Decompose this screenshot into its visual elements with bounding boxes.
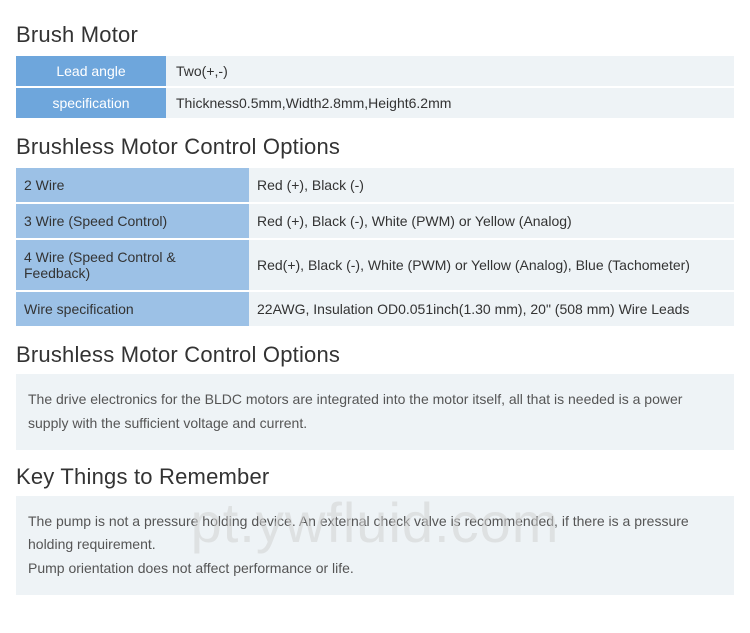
brush-motor-table: Lead angle Two(+,-) specification Thickn… [16, 54, 734, 120]
bl-value-4wire: Red(+), Black (-), White (PWM) or Yellow… [249, 240, 734, 290]
bl-value-wirespec: 22AWG, Insulation OD0.051inch(1.30 mm), … [249, 292, 734, 326]
table-row: 3 Wire (Speed Control) Red (+), Black (-… [16, 204, 734, 238]
bl-label-2wire: 2 Wire [16, 168, 249, 202]
bm-value-lead-angle: Two(+,-) [166, 56, 734, 86]
table-row: 2 Wire Red (+), Black (-) [16, 168, 734, 202]
brushless-note-box: The drive electronics for the BLDC motor… [16, 374, 734, 450]
bl-label-4wire: 4 Wire (Speed Control & Feedback) [16, 240, 249, 290]
bl-label-3wire: 3 Wire (Speed Control) [16, 204, 249, 238]
bm-value-specification: Thickness0.5mm,Width2.8mm,Height6.2mm [166, 88, 734, 118]
brushless-options-title: Brushless Motor Control Options [16, 134, 734, 160]
bm-label-specification: specification [16, 88, 166, 118]
bl-value-3wire: Red (+), Black (-), White (PWM) or Yello… [249, 204, 734, 238]
brush-motor-title: Brush Motor [16, 22, 734, 48]
table-row: 4 Wire (Speed Control & Feedback) Red(+)… [16, 240, 734, 290]
brushless-note-title: Brushless Motor Control Options [16, 342, 734, 368]
bl-value-2wire: Red (+), Black (-) [249, 168, 734, 202]
key-things-title: Key Things to Remember [16, 464, 734, 490]
bl-label-wirespec: Wire specification [16, 292, 249, 326]
table-row: specification Thickness0.5mm,Width2.8mm,… [16, 88, 734, 118]
table-row: Lead angle Two(+,-) [16, 56, 734, 86]
table-row: Wire specification 22AWG, Insulation OD0… [16, 292, 734, 326]
brushless-note-text: The drive electronics for the BLDC motor… [28, 391, 682, 431]
key-things-box: The pump is not a pressure holding devic… [16, 496, 734, 595]
brushless-options-table: 2 Wire Red (+), Black (-) 3 Wire (Speed … [16, 166, 734, 328]
bm-label-lead-angle: Lead angle [16, 56, 166, 86]
key-things-line1: The pump is not a pressure holding devic… [28, 510, 722, 558]
key-things-line2: Pump orientation does not affect perform… [28, 557, 722, 581]
